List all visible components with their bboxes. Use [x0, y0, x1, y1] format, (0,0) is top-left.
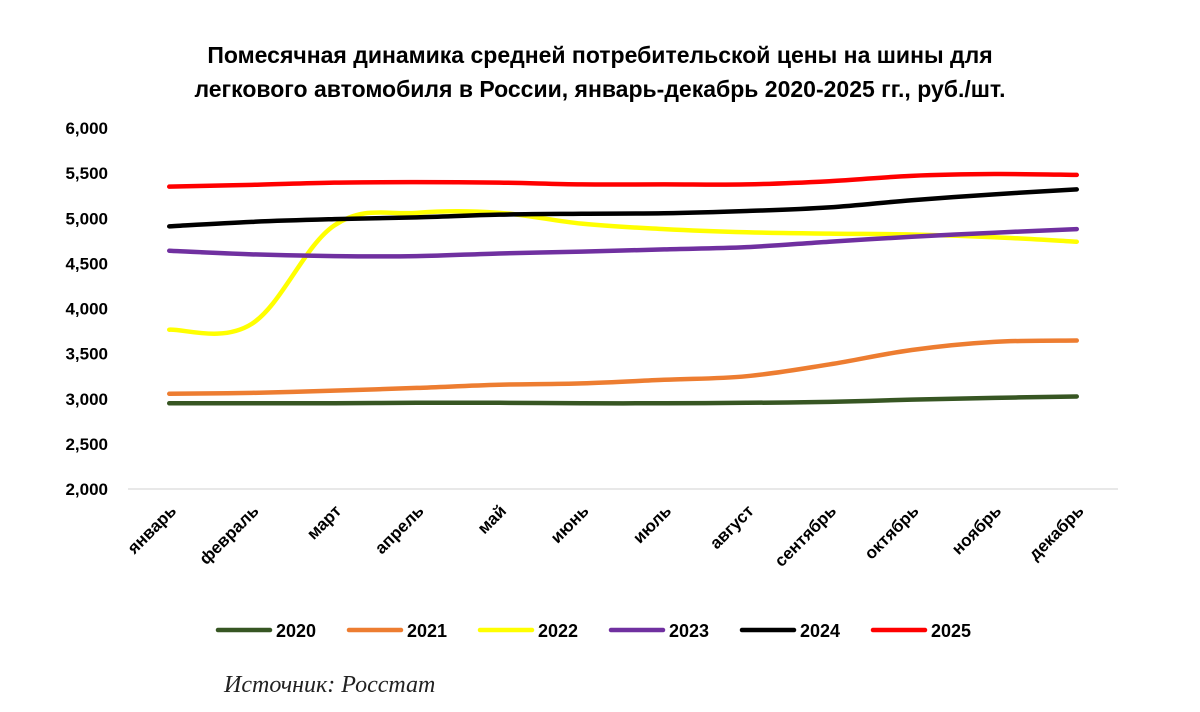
- x-tick-label: февраль: [196, 501, 263, 568]
- chart-title: Помесячная динамика средней потребительс…: [0, 38, 1200, 106]
- x-tick-label: октябрь: [861, 501, 923, 563]
- x-axis: январь февраль март апрель май июнь июль август…: [123, 501, 1088, 570]
- x-tick-label: май: [474, 501, 510, 537]
- x-tick-label: июль: [629, 501, 675, 547]
- y-tick-label: 3,500: [65, 345, 108, 364]
- series-line-2023: [167, 226, 1079, 259]
- legend: 2020 2021 2022 2023 2024 2025: [215, 621, 971, 641]
- series-line-2021: [167, 338, 1079, 397]
- y-tick-label: 6,000: [65, 119, 108, 138]
- legend-label-2025: 2025: [931, 621, 971, 641]
- chart-title-line-2: легкового автомобиля в России, январь-де…: [194, 76, 1006, 102]
- x-tick-label: ноябрь: [948, 501, 1005, 558]
- x-tick-label: апрель: [371, 501, 427, 557]
- legend-label-2022: 2022: [538, 621, 578, 641]
- legend-label-2024: 2024: [800, 621, 840, 641]
- y-tick-label: 2,000: [65, 480, 108, 499]
- x-tick-label: июнь: [547, 501, 593, 547]
- x-tick-label: сентябрь: [771, 501, 840, 570]
- series-line-2024: [167, 187, 1079, 229]
- y-tick-label: 5,000: [65, 209, 108, 228]
- series-line-2022: [167, 209, 1079, 336]
- x-tick-label: январь: [123, 501, 180, 558]
- legend-label-2020: 2020: [276, 621, 316, 641]
- series-group: [167, 171, 1079, 406]
- y-tick-label: 4,000: [65, 300, 108, 319]
- series-line-2025: [167, 171, 1079, 189]
- x-tick-label: март: [303, 501, 345, 543]
- y-axis: 2,000 2,500 3,000 3,500 4,000 4,500 5,000 5,500…: [65, 119, 108, 499]
- y-tick-label: 4,500: [65, 254, 108, 273]
- y-tick-label: 5,500: [65, 164, 108, 183]
- chart-title-line-1: Помесячная динамика средней потребительс…: [207, 42, 993, 68]
- x-tick-label: декабрь: [1025, 501, 1088, 564]
- series-line-2020: [167, 394, 1079, 406]
- x-tick-label: август: [706, 501, 757, 552]
- legend-label-2021: 2021: [407, 621, 447, 641]
- y-tick-label: 3,000: [65, 390, 108, 409]
- y-tick-label: 2,500: [65, 435, 108, 454]
- source-note: Источник: Росстат: [224, 672, 436, 698]
- legend-label-2023: 2023: [669, 621, 709, 641]
